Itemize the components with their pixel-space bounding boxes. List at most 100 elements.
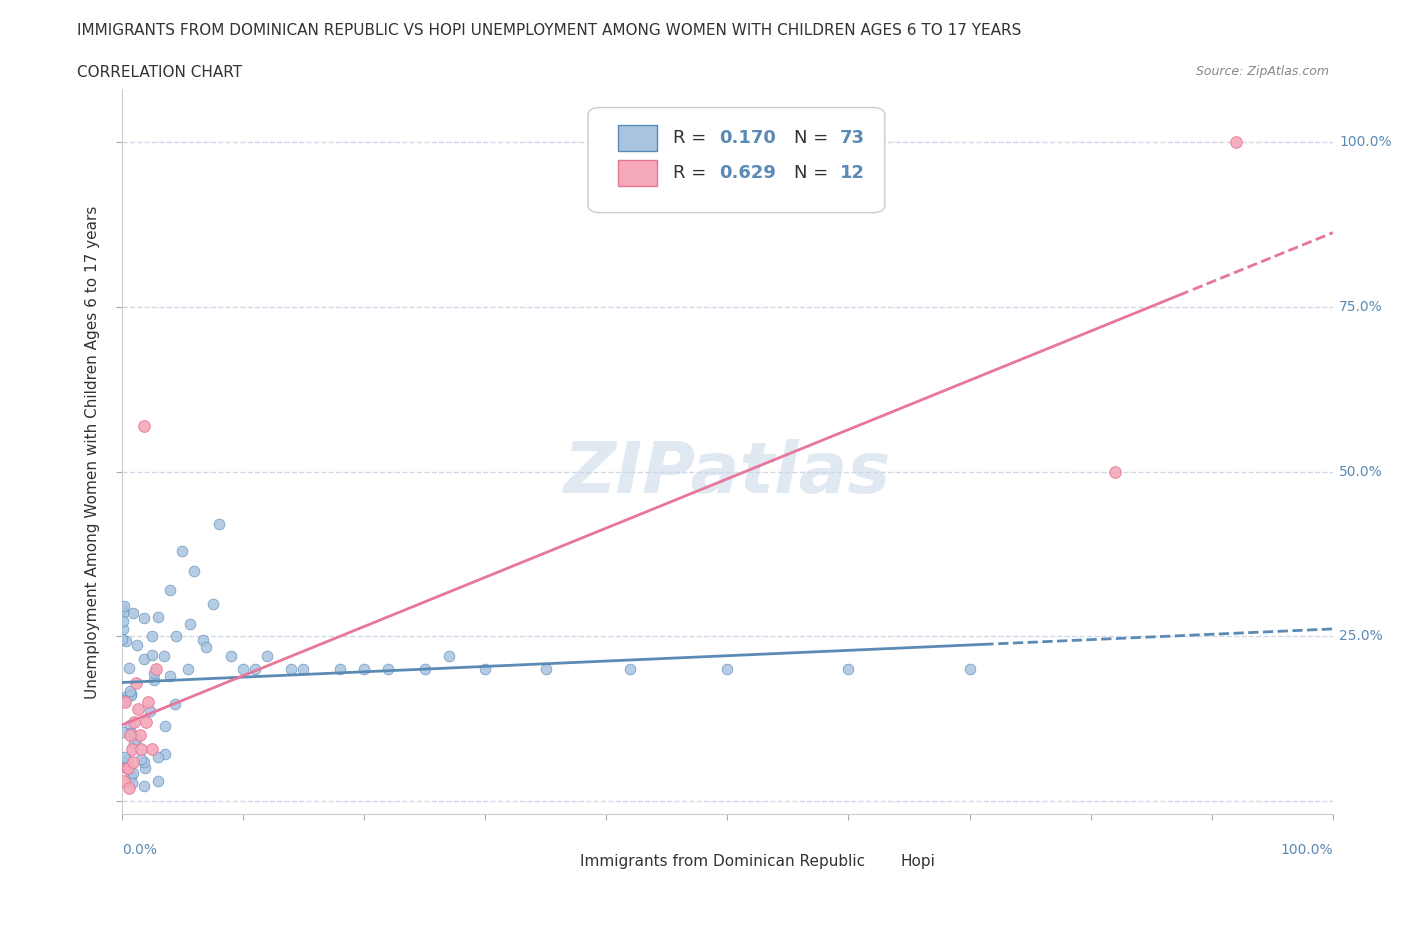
Point [183, 564, 205, 578]
Text: 0.170: 0.170 [718, 129, 776, 147]
Text: 0.0%: 0.0% [122, 844, 157, 857]
Point [159, 583, 181, 598]
Point [111, 631, 134, 646]
Point [437, 649, 460, 664]
FancyBboxPatch shape [619, 125, 657, 151]
Point [132, 778, 155, 793]
Point [138, 695, 160, 710]
Point [135, 715, 157, 730]
Point [837, 662, 859, 677]
Text: ZIPatlas: ZIPatlas [564, 439, 891, 508]
Point [534, 662, 557, 677]
Point [329, 662, 352, 677]
Point [163, 697, 186, 711]
Point [120, 688, 142, 703]
Point [112, 599, 135, 614]
Point [132, 611, 155, 626]
Point [353, 662, 375, 677]
Point [120, 728, 142, 743]
Point [219, 649, 242, 664]
Point [153, 649, 176, 664]
Point [243, 662, 266, 677]
FancyBboxPatch shape [536, 852, 572, 870]
Text: IMMIGRANTS FROM DOMINICAN REPUBLIC VS HOPI UNEMPLOYMENT AMONG WOMEN WITH CHILDRE: IMMIGRANTS FROM DOMINICAN REPUBLIC VS HO… [77, 23, 1022, 38]
Point [111, 614, 134, 629]
Point [129, 728, 152, 743]
Point [959, 662, 981, 677]
Text: R =: R = [673, 129, 711, 147]
Point [118, 684, 141, 698]
Point [153, 719, 176, 734]
Point [120, 687, 142, 702]
Text: 100.0%: 100.0% [1339, 135, 1392, 149]
Point [146, 750, 169, 764]
Point [201, 596, 224, 611]
Point [120, 717, 142, 732]
Point [115, 761, 138, 776]
Point [232, 662, 254, 677]
Point [1225, 135, 1247, 150]
Point [115, 752, 138, 767]
Text: N =: N = [794, 164, 834, 181]
Point [121, 765, 143, 780]
Point [177, 662, 200, 677]
Point [1104, 464, 1126, 479]
Point [142, 672, 165, 687]
Text: R =: R = [673, 164, 711, 181]
Text: 12: 12 [839, 164, 865, 181]
Text: 0.629: 0.629 [718, 164, 776, 181]
Text: Hopi: Hopi [901, 854, 935, 869]
Point [111, 602, 134, 617]
Point [256, 649, 278, 664]
Text: CORRELATION CHART: CORRELATION CHART [77, 65, 242, 80]
Point [112, 774, 135, 789]
Text: 75.0%: 75.0% [1339, 299, 1382, 314]
Point [112, 621, 135, 636]
Point [117, 761, 139, 776]
Point [112, 605, 135, 620]
Point [172, 543, 194, 558]
Point [122, 605, 145, 620]
Point [115, 689, 138, 704]
Point [474, 662, 496, 677]
Point [118, 660, 141, 675]
Point [120, 768, 142, 783]
Y-axis label: Unemployment Among Women with Children Ages 6 to 17 years: Unemployment Among Women with Children A… [86, 206, 100, 698]
Point [127, 701, 149, 716]
Point [139, 703, 162, 718]
Point [129, 741, 152, 756]
Point [413, 662, 436, 677]
Point [134, 761, 156, 776]
Point [115, 757, 138, 772]
Point [142, 665, 165, 680]
Point [179, 617, 201, 631]
Point [121, 775, 143, 790]
Point [122, 715, 145, 730]
Point [195, 639, 218, 654]
Point [121, 741, 143, 756]
Point [292, 662, 315, 677]
Point [146, 773, 169, 788]
FancyBboxPatch shape [619, 160, 657, 186]
Point [112, 750, 135, 764]
Point [132, 418, 155, 433]
Text: 73: 73 [839, 129, 865, 147]
Point [120, 725, 142, 740]
Point [111, 725, 134, 740]
Text: N =: N = [794, 129, 834, 147]
Point [114, 693, 136, 708]
Text: 50.0%: 50.0% [1339, 465, 1382, 479]
Point [208, 517, 231, 532]
Point [141, 741, 163, 756]
Point [118, 780, 141, 795]
Point [124, 732, 146, 747]
Text: 100.0%: 100.0% [1281, 844, 1333, 857]
Point [129, 751, 152, 766]
Point [619, 662, 641, 677]
Point [193, 632, 215, 647]
Point [114, 634, 136, 649]
Point [159, 668, 181, 683]
Point [134, 754, 156, 769]
Text: Immigrants from Dominican Republic: Immigrants from Dominican Republic [579, 854, 865, 869]
Point [114, 695, 136, 710]
